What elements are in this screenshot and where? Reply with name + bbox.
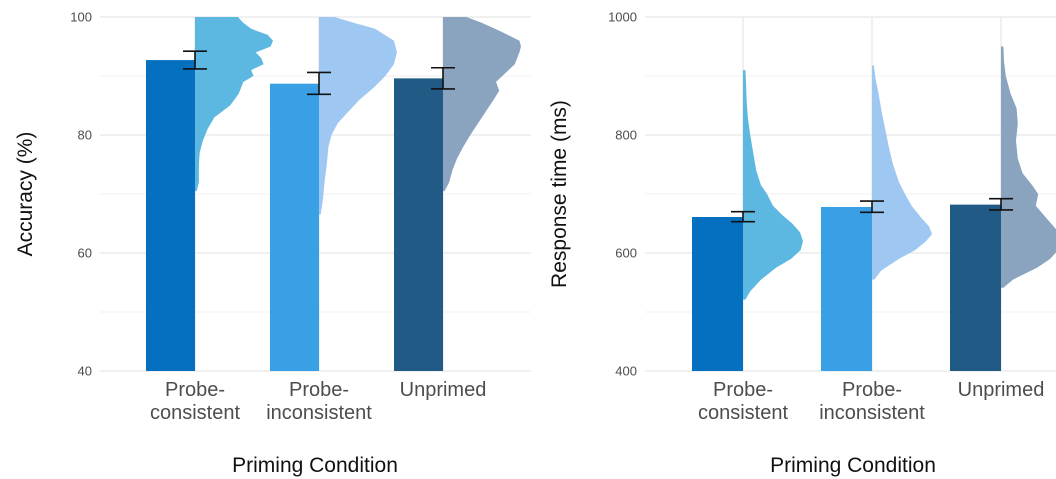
bar-2 [821,206,872,371]
bar-1 [692,217,743,371]
category-label: Probe-consistent [150,379,240,424]
panel-response-time: 4006008001000Probe-consistentProbe-incon… [548,10,1056,477]
category-label-line: Probe- [165,379,225,401]
category-label-line: Probe- [713,379,773,401]
y-axis-title: Accuracy (%) [14,132,37,257]
error-bar-2 [307,71,331,96]
category-label-line: Probe- [842,379,902,401]
category-label-line: inconsistent [819,402,925,424]
category-label-line: consistent [150,402,240,424]
y-tick-label: 100 [70,10,92,25]
category-label-line: Unprimed [400,379,487,401]
x-axis-title: Priming Condition [232,454,398,477]
error-bar-1 [731,210,755,223]
category-label-line: Unprimed [958,379,1045,401]
error-bar-1 [183,50,207,70]
density-2 [872,65,932,280]
bar-3 [950,204,1001,371]
density-3 [1001,46,1056,288]
category-label: Unprimed [958,379,1045,401]
error-bar-2 [860,200,884,214]
density-1 [195,17,273,192]
y-axis-title: Response time (ms) [548,100,571,288]
bar-1 [146,60,195,371]
y-tick-label: 80 [78,128,92,143]
y-tick-label: 60 [78,246,92,261]
bar-3 [394,78,443,372]
y-tick-label: 400 [615,364,637,379]
error-bar-3 [431,66,455,90]
category-label: Probe-inconsistent [819,379,925,424]
y-tick-label: 1000 [608,10,637,25]
y-tick-label: 800 [615,128,637,143]
y-tick-label: 600 [615,246,637,261]
density-2 [319,17,397,215]
y-tick-label: 40 [78,364,92,379]
category-label-line: inconsistent [266,402,372,424]
category-label: Unprimed [400,379,487,401]
category-label: Probe-consistent [698,379,788,424]
category-label-line: Probe- [289,379,349,401]
category-label-line: consistent [698,402,788,424]
bar-2 [270,83,319,372]
panel-accuracy: 406080100Probe-consistentProbe-inconsist… [14,10,531,477]
density-3 [443,17,521,192]
category-label: Probe-inconsistent [266,379,372,424]
density-1 [743,70,803,300]
error-bar-3 [989,197,1013,211]
x-axis-title: Priming Condition [770,454,936,477]
